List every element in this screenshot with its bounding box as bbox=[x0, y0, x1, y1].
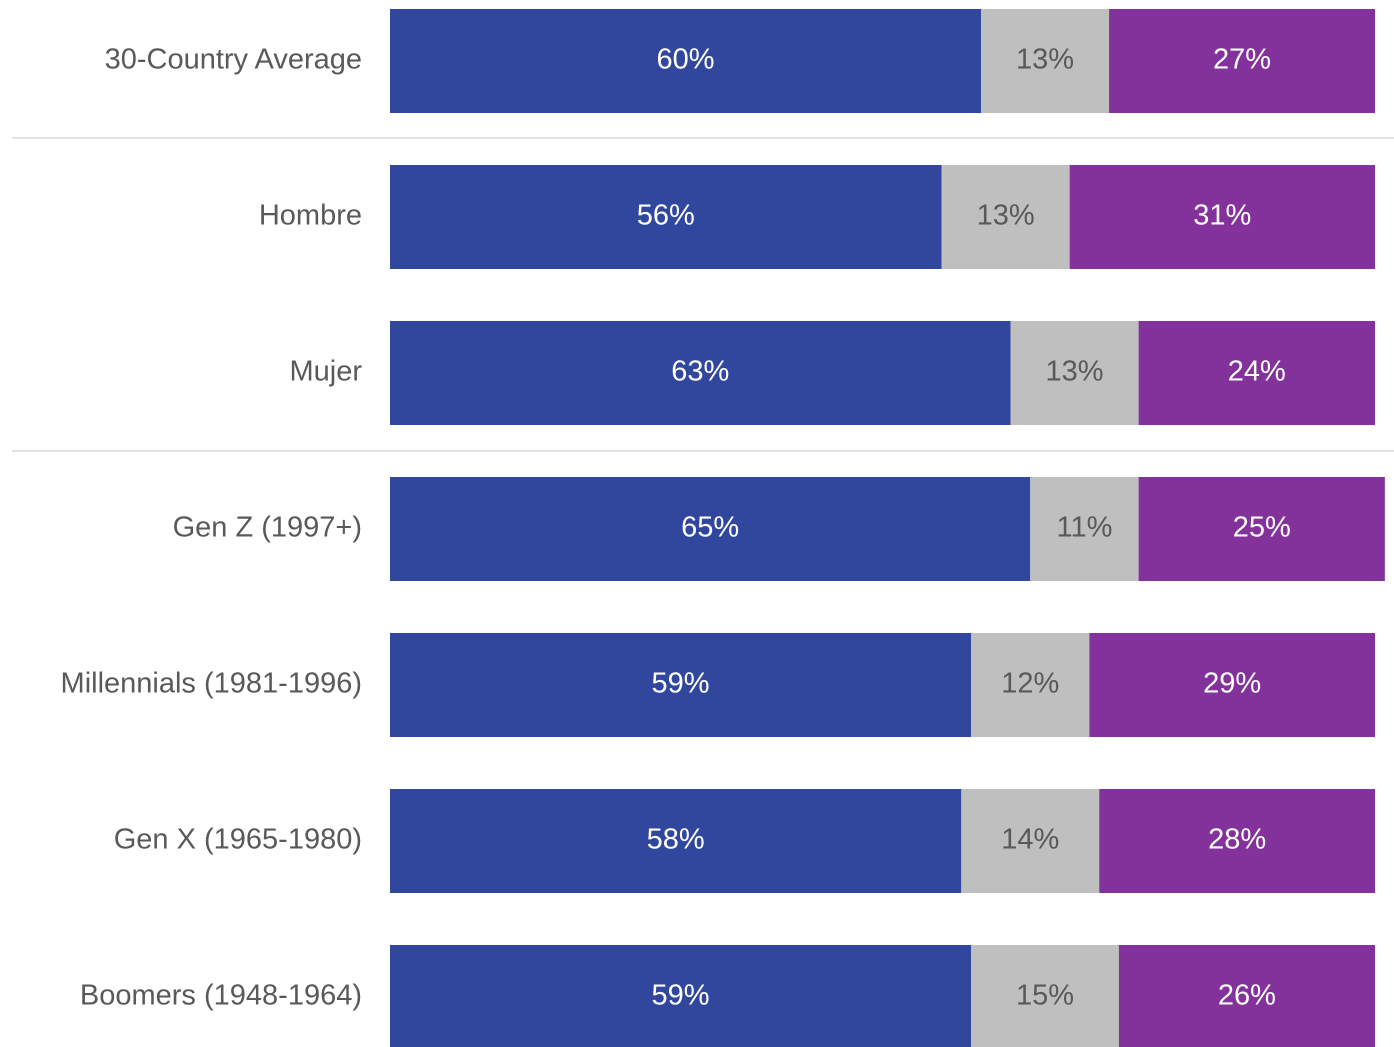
category-label: Gen Z (1997+) bbox=[173, 512, 362, 544]
value-label: 14% bbox=[1001, 824, 1059, 856]
value-label: 31% bbox=[1193, 200, 1251, 232]
value-label: 13% bbox=[1046, 356, 1104, 388]
category-label: Gen X (1965-1980) bbox=[114, 824, 362, 856]
bar-segment bbox=[941, 165, 1070, 269]
bar-segment bbox=[390, 477, 1031, 581]
bar-segment bbox=[390, 9, 981, 113]
value-label: 59% bbox=[652, 980, 710, 1012]
value-label: 25% bbox=[1233, 512, 1291, 544]
bar-segment bbox=[1118, 945, 1375, 1047]
value-label: 26% bbox=[1218, 980, 1276, 1012]
category-label: Millennials (1981-1996) bbox=[61, 668, 362, 700]
bar-segment bbox=[971, 633, 1090, 737]
value-label: 13% bbox=[1016, 44, 1074, 76]
bar-segment bbox=[1099, 789, 1375, 893]
value-label: 28% bbox=[1208, 824, 1266, 856]
bar-segment bbox=[1138, 477, 1385, 581]
category-label: Boomers (1948-1964) bbox=[80, 980, 362, 1012]
bar-segment bbox=[981, 9, 1110, 113]
bar-segment bbox=[1030, 477, 1139, 581]
category-label: 30-Country Average bbox=[105, 44, 362, 76]
value-label: 29% bbox=[1203, 668, 1261, 700]
value-label: 24% bbox=[1228, 356, 1286, 388]
bar-segment bbox=[1109, 9, 1375, 113]
bar-segment bbox=[961, 789, 1100, 893]
category-label: Hombre bbox=[259, 200, 362, 232]
bar-segment bbox=[390, 165, 942, 269]
value-label: 58% bbox=[647, 824, 705, 856]
value-label: 63% bbox=[671, 356, 729, 388]
category-label: Mujer bbox=[289, 356, 362, 388]
value-label: 27% bbox=[1213, 44, 1271, 76]
bar-segment bbox=[390, 321, 1011, 425]
value-label: 12% bbox=[1001, 668, 1059, 700]
bar-segment bbox=[390, 945, 972, 1047]
value-label: 15% bbox=[1016, 980, 1074, 1012]
bar-segment bbox=[1138, 321, 1375, 425]
value-label: 13% bbox=[977, 200, 1035, 232]
bar-segment bbox=[971, 945, 1119, 1047]
value-label: 65% bbox=[681, 512, 739, 544]
value-label: 60% bbox=[656, 44, 714, 76]
bar-segment bbox=[1089, 633, 1375, 737]
bar-segment bbox=[390, 633, 972, 737]
value-label: 11% bbox=[1056, 512, 1112, 544]
bar-segment bbox=[1069, 165, 1375, 269]
bar-segment bbox=[390, 789, 962, 893]
bar-segment bbox=[1010, 321, 1139, 425]
value-label: 59% bbox=[652, 668, 710, 700]
value-label: 56% bbox=[637, 200, 695, 232]
